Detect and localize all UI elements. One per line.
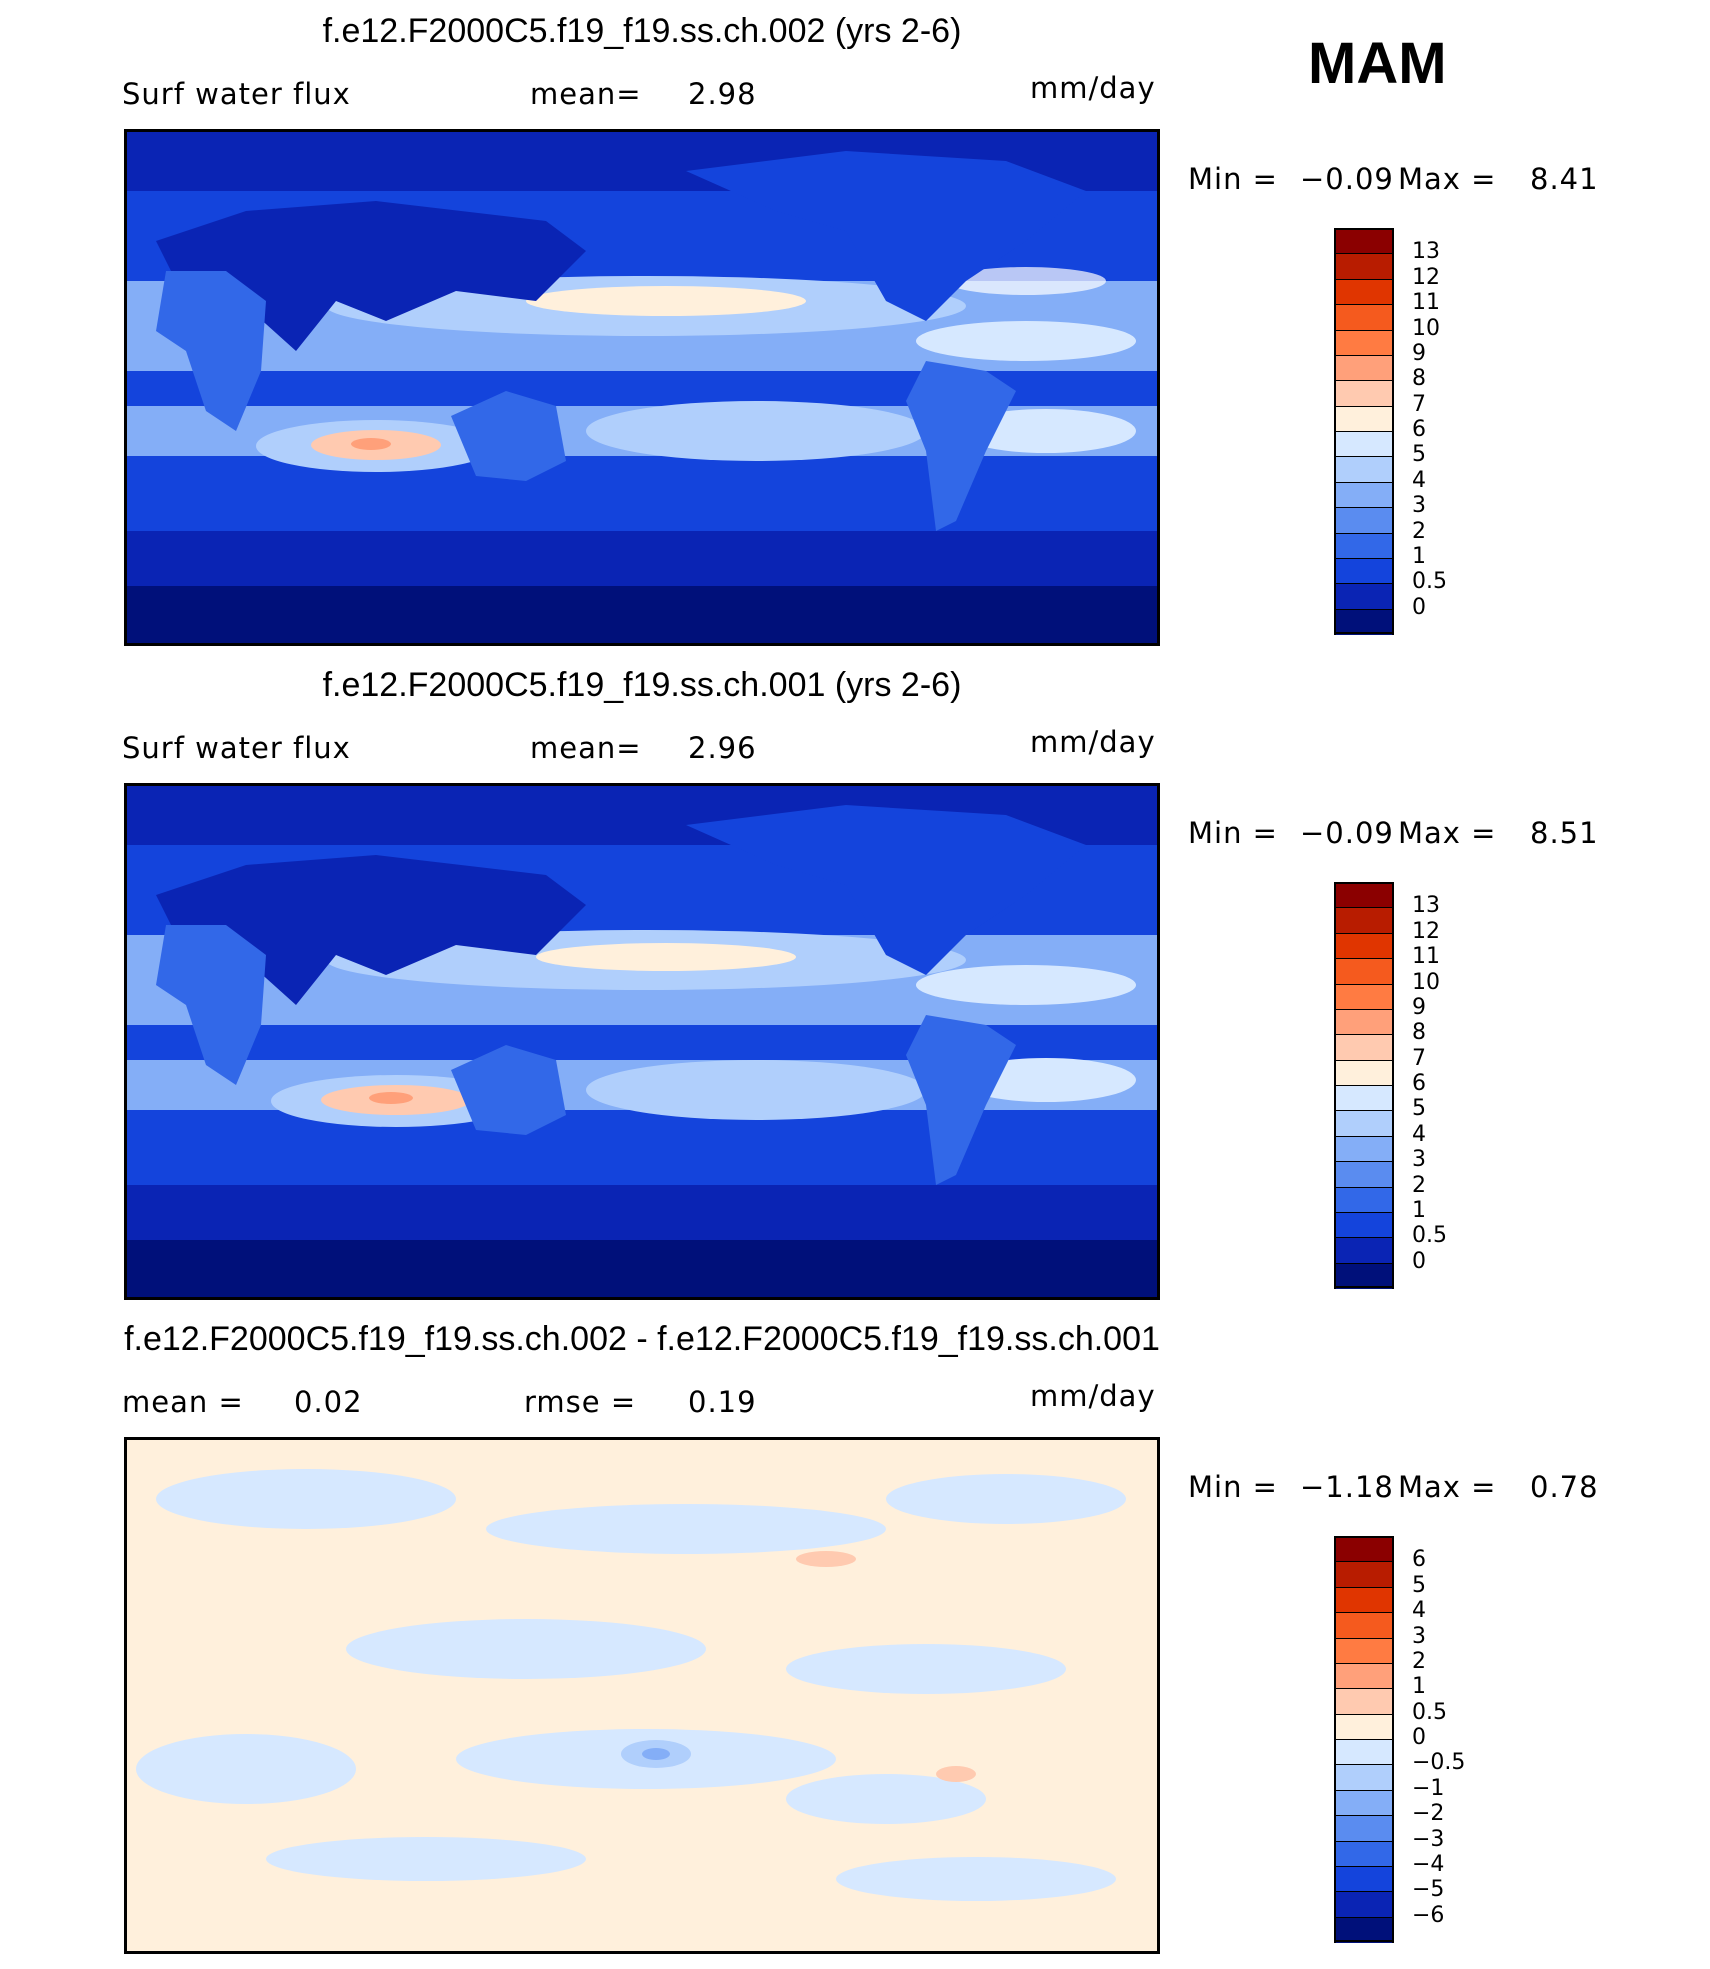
colorbar-tick-label: 6 (1412, 1071, 1426, 1096)
panel-1-max-value: 8.41 (1530, 162, 1599, 196)
colorbar-tick-label: 10 (1412, 315, 1440, 341)
colorbar-swatch (1334, 253, 1394, 280)
colorbar-swatch (1334, 278, 1394, 305)
colorbar-tick-label: 1 (1412, 543, 1426, 569)
panel-2-mean-value: 2.96 (688, 731, 757, 765)
colorbar-tick-label: 9 (1412, 994, 1426, 1020)
panel-2-variable-label: Surf water flux (122, 731, 351, 765)
colorbar-tick-label: 0.5 (1412, 569, 1447, 595)
colorbar-swatch (1334, 304, 1394, 331)
panel-1-max-label: Max = (1398, 162, 1497, 196)
colorbar-tick-label: 7 (1412, 1045, 1426, 1071)
colorbar-tick-label: −4 (1412, 1851, 1445, 1877)
panel-1-map-svg (126, 131, 1158, 644)
colorbar-tick-label: 8 (1412, 366, 1426, 392)
colorbar-tick-label: 5 (1412, 1096, 1426, 1122)
panel-3-units: mm/day (1030, 1379, 1156, 1413)
colorbar-tick-label: 11 (1412, 944, 1440, 970)
panel-2-map (124, 783, 1160, 1300)
season-label: MAM (1308, 31, 1447, 96)
colorbar-tick-label: 5 (1412, 1572, 1426, 1598)
colorbar-frame (1334, 228, 1394, 634)
colorbar-tick-label: 1 (1412, 1674, 1426, 1700)
panel-3-max-value: 0.78 (1530, 1470, 1599, 1504)
panel-3-mean-label: mean = (122, 1385, 244, 1419)
colorbar-swatch (1334, 1034, 1394, 1061)
colorbar-swatch (1334, 1561, 1394, 1588)
colorbar-tick-label: 13 (1412, 239, 1440, 265)
colorbar-tick-label: 8 (1412, 1020, 1426, 1046)
panel-3-min-label: Min = (1188, 1470, 1278, 1504)
colorbar-frame (1334, 1536, 1394, 1942)
colorbar-swatch (1334, 1891, 1394, 1918)
panel-3-title: f.e12.F2000C5.f19_f19.ss.ch.002 - f.e12.… (124, 1320, 1160, 1358)
colorbar-tick-label: 13 (1412, 893, 1440, 919)
colorbar-tick-label: 2 (1412, 1172, 1426, 1198)
colorbar-tick-label: −3 (1412, 1826, 1445, 1852)
panel-2-map-svg (126, 785, 1158, 1298)
colorbar-tick-label: 0 (1412, 594, 1426, 620)
colorbar-swatch (1334, 557, 1394, 584)
colorbar-swatch (1334, 1840, 1394, 1867)
colorbar-tick-label: 9 (1412, 340, 1426, 366)
colorbar-tick-label: 3 (1412, 1147, 1426, 1173)
colorbar-swatch (1334, 1085, 1394, 1111)
panel-1-units: mm/day (1030, 71, 1156, 105)
colorbar-swatch (1334, 1586, 1394, 1613)
panel-2-title: f.e12.F2000C5.f19_f19.ss.ch.001 (yrs 2-6… (322, 666, 962, 704)
colorbar-tick-label: 2 (1412, 518, 1426, 544)
colorbar-swatch (1334, 329, 1394, 356)
colorbar-tick-label: 10 (1412, 969, 1440, 995)
colorbar-tick-label: 4 (1412, 467, 1426, 493)
panel-3-mean-value: 0.02 (294, 1385, 363, 1419)
colorbar-tick-label: 0 (1412, 1725, 1426, 1750)
colorbar-tick-label: 5 (1412, 442, 1426, 468)
colorbar-tick-label: 6 (1412, 417, 1426, 442)
colorbar-tick-label: 11 (1412, 290, 1440, 316)
colorbar-tick-label: 0.5 (1412, 1699, 1447, 1725)
panel-2-max-label: Max = (1398, 816, 1497, 850)
colorbar-tick-label: 1 (1412, 1197, 1426, 1223)
colorbar-swatch (1334, 583, 1394, 610)
colorbar-frame (1334, 882, 1394, 1288)
panel-1-variable-label: Surf water flux (122, 77, 351, 111)
panel-3-rmse-value: 0.19 (688, 1385, 757, 1419)
panel-3-rmse-label: rmse = (524, 1385, 637, 1419)
colorbar-tick-label: 4 (1412, 1598, 1426, 1624)
panel-1-min-value: −0.09 (1300, 162, 1394, 196)
colorbar-swatch (1334, 1059, 1394, 1086)
colorbar-swatch (1334, 380, 1394, 407)
colorbar-tick-label: 0 (1412, 1248, 1426, 1274)
colorbar-tick-label: 0.5 (1412, 1223, 1447, 1249)
colorbar-tick-label: 7 (1412, 391, 1426, 417)
panel-1-map (124, 129, 1160, 646)
colorbar-tick-label: −5 (1412, 1877, 1445, 1903)
panel-3-max-label: Max = (1398, 1470, 1497, 1504)
panel-1-mean-value: 2.98 (688, 77, 757, 111)
panel-2-max-value: 8.51 (1530, 816, 1599, 850)
colorbar-tick-label: −6 (1412, 1902, 1445, 1928)
colorbar-tick-label: 12 (1412, 264, 1440, 290)
colorbar-tick-label: −2 (1412, 1801, 1445, 1827)
colorbar-tick-label: 6 (1412, 1547, 1426, 1573)
colorbar-swatch (1334, 1612, 1394, 1639)
panel-2-min-value: −0.09 (1300, 816, 1394, 850)
panel-3-map-svg (126, 1439, 1158, 1952)
colorbar-tick-label: −1 (1412, 1775, 1445, 1801)
colorbar-tick-label: −0.5 (1412, 1750, 1466, 1776)
panel-2-mean-label: mean= (530, 731, 642, 765)
colorbar-tick-label: 3 (1412, 493, 1426, 519)
colorbar-tick-label: 3 (1412, 1623, 1426, 1649)
colorbar-tick-label: 12 (1412, 918, 1440, 944)
panel-2-min-label: Min = (1188, 816, 1278, 850)
panel-3-map (124, 1437, 1160, 1954)
colorbar-tick-label: 4 (1412, 1121, 1426, 1147)
colorbar-tick-label: 2 (1412, 1648, 1426, 1674)
panel-3-min-value: −1.18 (1300, 1470, 1394, 1504)
panel-1-mean-label: mean= (530, 77, 642, 111)
colorbar-swatch (1334, 1789, 1394, 1816)
panel-1-min-label: Min = (1188, 162, 1278, 196)
panel-1-title: f.e12.F2000C5.f19_f19.ss.ch.002 (yrs 2-6… (322, 12, 962, 50)
panel-2-units: mm/day (1030, 725, 1156, 759)
